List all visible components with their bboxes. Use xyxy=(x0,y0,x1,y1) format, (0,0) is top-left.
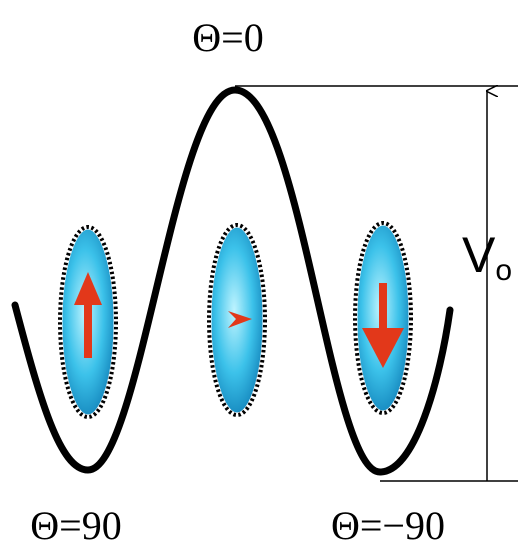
barrier-subscript: o xyxy=(495,254,512,287)
barrier-label: Vo xyxy=(462,227,512,287)
potential-curve xyxy=(11,86,454,476)
label-left: Θ=90 xyxy=(30,503,121,548)
label-right: Θ=−90 xyxy=(331,503,445,548)
spin-right xyxy=(352,220,414,416)
spin-middle xyxy=(206,222,268,418)
barrier-symbol: V xyxy=(462,227,496,283)
label-top: Θ=0 xyxy=(192,15,263,60)
spin-left xyxy=(57,224,119,420)
